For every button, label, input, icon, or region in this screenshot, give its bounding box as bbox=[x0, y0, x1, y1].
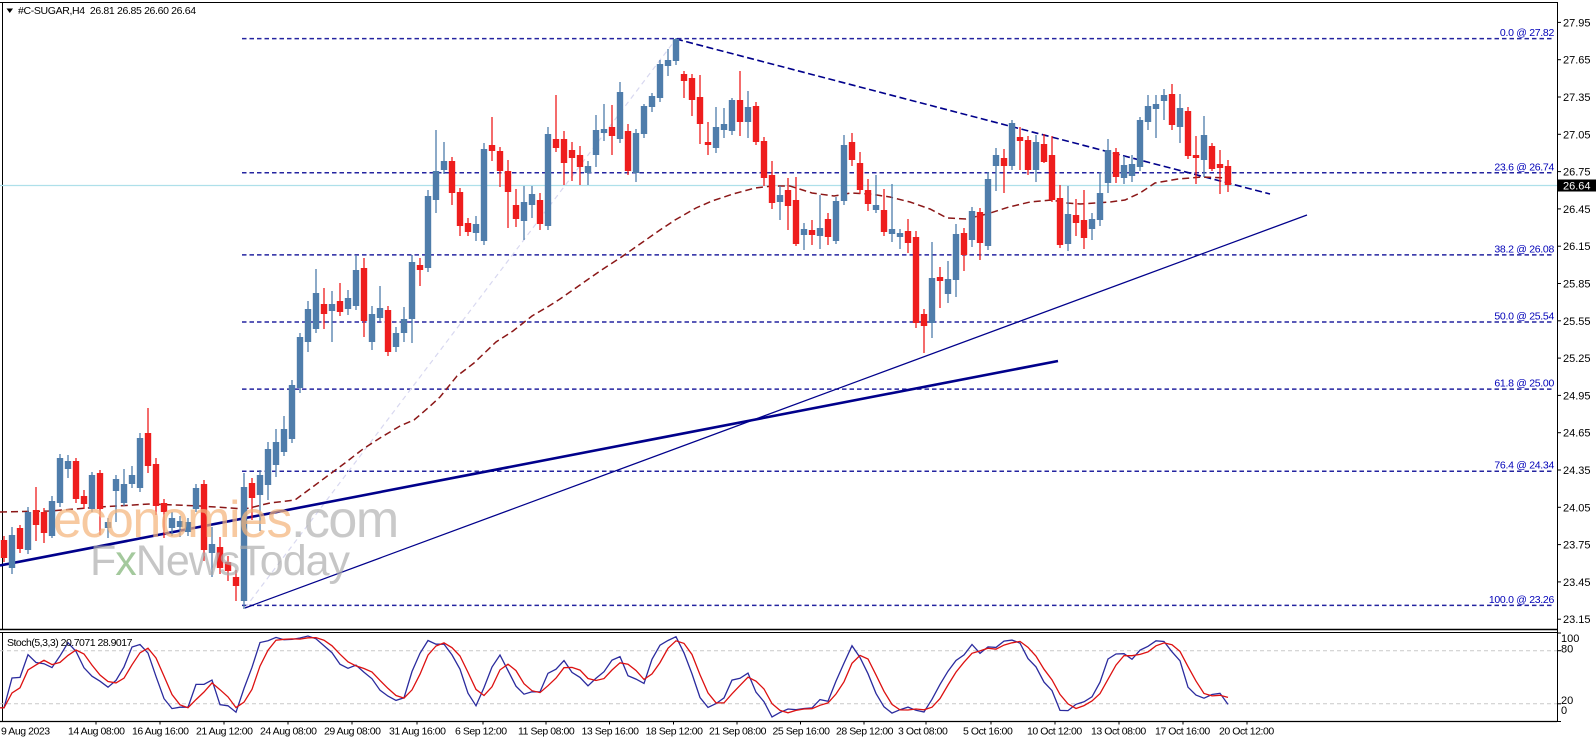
svg-text:80: 80 bbox=[1561, 644, 1573, 656]
svg-text:27.35: 27.35 bbox=[1563, 92, 1591, 104]
svg-text:24.95: 24.95 bbox=[1563, 390, 1591, 402]
svg-text:23.15: 23.15 bbox=[1563, 614, 1591, 626]
svg-text:21 Aug 12:00: 21 Aug 12:00 bbox=[196, 726, 253, 738]
svg-text:25.85: 25.85 bbox=[1563, 279, 1591, 291]
svg-text:#C-SUGAR,H4 26.81 26.85 26.60: #C-SUGAR,H4 26.81 26.85 26.60 26.64 bbox=[18, 5, 196, 17]
svg-text:10 Oct 12:00: 10 Oct 12:00 bbox=[1027, 726, 1082, 738]
svg-text:14 Aug 08:00: 14 Aug 08:00 bbox=[68, 726, 125, 738]
svg-text:0: 0 bbox=[1561, 705, 1567, 717]
svg-text:25.25: 25.25 bbox=[1563, 353, 1591, 365]
svg-text:24.05: 24.05 bbox=[1563, 502, 1591, 514]
svg-text:24 Aug 08:00: 24 Aug 08:00 bbox=[260, 726, 317, 738]
svg-text:24.35: 24.35 bbox=[1563, 465, 1591, 477]
svg-text:economies.com: economies.com bbox=[53, 491, 398, 549]
svg-text:24.65: 24.65 bbox=[1563, 428, 1591, 440]
svg-text:5 Oct 16:00: 5 Oct 16:00 bbox=[963, 726, 1013, 738]
svg-text:FxNewsToday: FxNewsToday bbox=[90, 537, 351, 585]
svg-text:23.75: 23.75 bbox=[1563, 540, 1591, 552]
svg-text:23.45: 23.45 bbox=[1563, 577, 1591, 589]
svg-text:100.0 @ 23.26: 100.0 @ 23.26 bbox=[1489, 594, 1555, 606]
svg-text:13 Sep 16:00: 13 Sep 16:00 bbox=[582, 726, 640, 738]
svg-text:26.64: 26.64 bbox=[1563, 181, 1591, 193]
svg-text:38.2 @ 26.08: 38.2 @ 26.08 bbox=[1494, 243, 1554, 255]
svg-text:23.6 @ 26.74: 23.6 @ 26.74 bbox=[1494, 161, 1554, 173]
svg-text:61.8 @ 25.00: 61.8 @ 25.00 bbox=[1494, 378, 1554, 390]
svg-text:6 Sep 12:00: 6 Sep 12:00 bbox=[455, 726, 507, 738]
svg-text:29 Aug 08:00: 29 Aug 08:00 bbox=[324, 726, 381, 738]
svg-text:13 Oct 08:00: 13 Oct 08:00 bbox=[1091, 726, 1146, 738]
svg-text:31 Aug 16:00: 31 Aug 16:00 bbox=[389, 726, 446, 738]
svg-text:21 Sep 08:00: 21 Sep 08:00 bbox=[709, 726, 767, 738]
svg-text:26.45: 26.45 bbox=[1563, 204, 1591, 216]
svg-text:20: 20 bbox=[1561, 695, 1573, 707]
svg-text:17 Oct 16:00: 17 Oct 16:00 bbox=[1155, 726, 1210, 738]
svg-text:76.4 @ 24.34: 76.4 @ 24.34 bbox=[1494, 460, 1554, 472]
svg-text:16 Aug 16:00: 16 Aug 16:00 bbox=[132, 726, 189, 738]
svg-text:27.05: 27.05 bbox=[1563, 129, 1591, 141]
svg-text:9 Aug 2023: 9 Aug 2023 bbox=[1, 726, 50, 738]
svg-text:18 Sep 12:00: 18 Sep 12:00 bbox=[646, 726, 704, 738]
svg-text:100: 100 bbox=[1561, 633, 1579, 645]
svg-text:Stoch(5,3,3) 20.7071 28.9017: Stoch(5,3,3) 20.7071 28.9017 bbox=[7, 637, 133, 649]
svg-text:26.15: 26.15 bbox=[1563, 241, 1591, 253]
svg-text:27.95: 27.95 bbox=[1563, 17, 1591, 29]
svg-text:25 Sep 16:00: 25 Sep 16:00 bbox=[773, 726, 831, 738]
svg-text:50.0 @ 25.54: 50.0 @ 25.54 bbox=[1494, 311, 1554, 323]
svg-text:3 Oct 08:00: 3 Oct 08:00 bbox=[898, 726, 948, 738]
svg-text:28 Sep 12:00: 28 Sep 12:00 bbox=[836, 726, 894, 738]
svg-text:25.55: 25.55 bbox=[1563, 316, 1591, 328]
svg-text:11 Sep 08:00: 11 Sep 08:00 bbox=[518, 726, 575, 738]
svg-text:20 Oct 12:00: 20 Oct 12:00 bbox=[1219, 726, 1274, 738]
svg-text:27.65: 27.65 bbox=[1563, 55, 1591, 67]
svg-text:26.75: 26.75 bbox=[1563, 167, 1591, 179]
svg-text:0.0 @ 27.82: 0.0 @ 27.82 bbox=[1500, 27, 1555, 39]
